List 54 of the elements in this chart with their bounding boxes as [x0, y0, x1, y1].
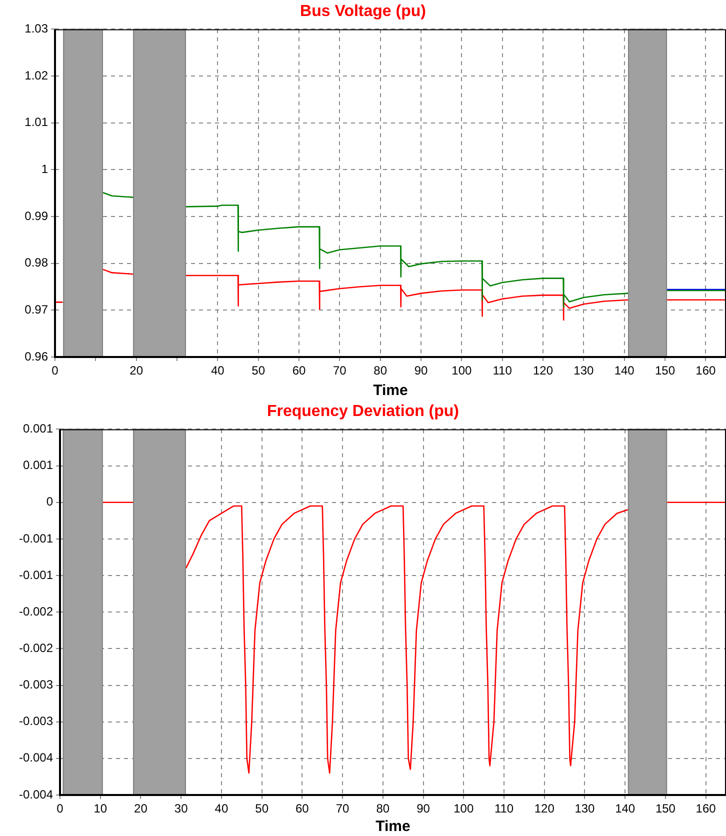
x-tick-label: 130 — [574, 802, 596, 816]
x-tick-label: 130 — [574, 364, 594, 378]
y-tick-label: 1.02 — [24, 68, 48, 82]
y-tick-label: 0.98 — [24, 256, 48, 270]
y-tick-label: -0.003 — [18, 678, 54, 692]
x-tick-label: 150 — [655, 802, 676, 816]
x-tick-label: 20 — [130, 364, 144, 378]
y-tick-label: -0.002 — [18, 604, 54, 618]
chart-title: Bus Voltage (pu) — [300, 3, 426, 20]
x-tick-label: 50 — [255, 802, 269, 816]
y-tick-label: -0.002 — [18, 640, 54, 655]
x-tick-label: 90 — [414, 364, 428, 378]
y-tick-label: 0.001 — [22, 422, 54, 436]
y-tick-label: 0.97 — [24, 302, 48, 316]
x-tick-label: 0 — [56, 802, 64, 816]
x-tick-label: 160 — [696, 802, 716, 816]
x-tick-label: 40 — [214, 802, 228, 816]
x-tick-label: 100 — [452, 364, 472, 378]
y-tick-label: 1 — [41, 162, 48, 176]
y-tick-label: 1.01 — [24, 115, 48, 130]
x-tick-label: 60 — [292, 364, 306, 378]
y-tick-label: 0.99 — [24, 208, 48, 223]
x-tick-label: 60 — [296, 802, 310, 816]
x-tick-label: 40 — [210, 364, 225, 378]
x-axis-title: Time — [376, 818, 410, 836]
y-tick-label: 1.03 — [24, 22, 48, 36]
x-tick-label: 120 — [534, 802, 555, 816]
x-tick-label: 70 — [332, 364, 347, 378]
x-tick-label: 80 — [376, 802, 390, 816]
x-tick-label: 20 — [134, 802, 148, 816]
y-tick-label: -0.001 — [18, 568, 54, 582]
y-tick-label: 0.001 — [22, 458, 54, 472]
x-tick-label: 160 — [696, 364, 716, 378]
y-tick-label: 0 — [46, 494, 54, 509]
x-tick-label: 70 — [336, 802, 350, 816]
x-tick-label: 10 — [94, 802, 108, 816]
x-tick-label: 100 — [454, 802, 474, 816]
x-tick-label: 110 — [492, 364, 512, 378]
x-tick-label: 120 — [532, 364, 554, 378]
x-tick-label: 110 — [494, 802, 514, 816]
x-tick-label: 150 — [654, 364, 676, 378]
y-tick-label: -0.004 — [18, 787, 54, 802]
x-tick-label: 50 — [252, 364, 266, 378]
x-axis-title: Time — [373, 382, 408, 400]
x-tick-label: 140 — [615, 802, 636, 816]
chart-title: Frequency Deviation (pu) — [266, 403, 460, 420]
x-tick-label: 30 — [174, 802, 188, 816]
y-tick-label: -0.004 — [18, 750, 54, 765]
y-tick-label: -0.003 — [18, 714, 54, 728]
x-tick-label: 90 — [416, 802, 430, 816]
y-tick-label: -0.001 — [18, 531, 54, 546]
y-tick-label: 0.96 — [24, 349, 48, 364]
x-tick-label: 80 — [374, 364, 388, 378]
x-tick-label: 140 — [614, 364, 635, 378]
